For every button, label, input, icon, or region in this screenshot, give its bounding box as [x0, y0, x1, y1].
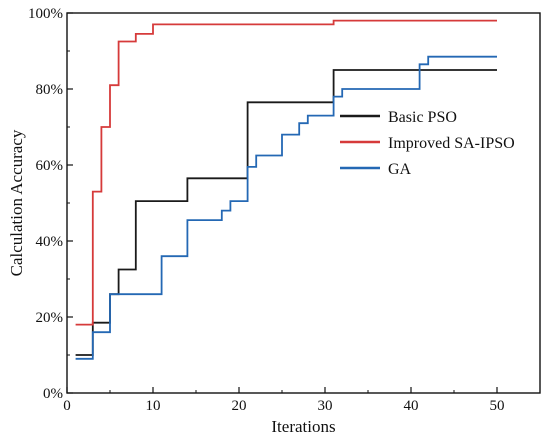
y-tick-label: 80%	[36, 82, 64, 98]
x-tick-label: 30	[318, 398, 333, 414]
ticks-layer: 0 10 20 30 40 50 0% 20% 40% 60% 80% 100%	[28, 6, 505, 414]
legend-label-ga: GA	[388, 161, 412, 178]
y-axis-title: Calculation Accuracy	[7, 129, 26, 276]
series-line-improved-sa-ipso	[75, 19, 497, 326]
legend-label-improved-sa-ipso: Improved SA-IPSO	[388, 135, 515, 152]
x-tick-label: 10	[146, 398, 161, 414]
y-tick-label: 0%	[43, 386, 63, 402]
series-line-ga	[75, 55, 497, 360]
y-tick-label: 40%	[36, 234, 64, 250]
legend: Basic PSO Improved SA-IPSO GA	[340, 109, 515, 178]
x-tick-label: 0	[63, 398, 71, 414]
x-axis-title: Iterations	[271, 417, 335, 436]
y-tick-label: 100%	[28, 6, 63, 22]
x-tick-label: 50	[490, 398, 505, 414]
series-line-basic-pso	[75, 69, 497, 356]
series-layer	[75, 19, 497, 360]
y-tick-label: 20%	[36, 310, 64, 326]
legend-label-basic-pso: Basic PSO	[388, 109, 457, 126]
x-tick-label: 20	[232, 398, 247, 414]
x-tick-label: 40	[404, 398, 419, 414]
y-tick-label: 60%	[36, 158, 64, 174]
